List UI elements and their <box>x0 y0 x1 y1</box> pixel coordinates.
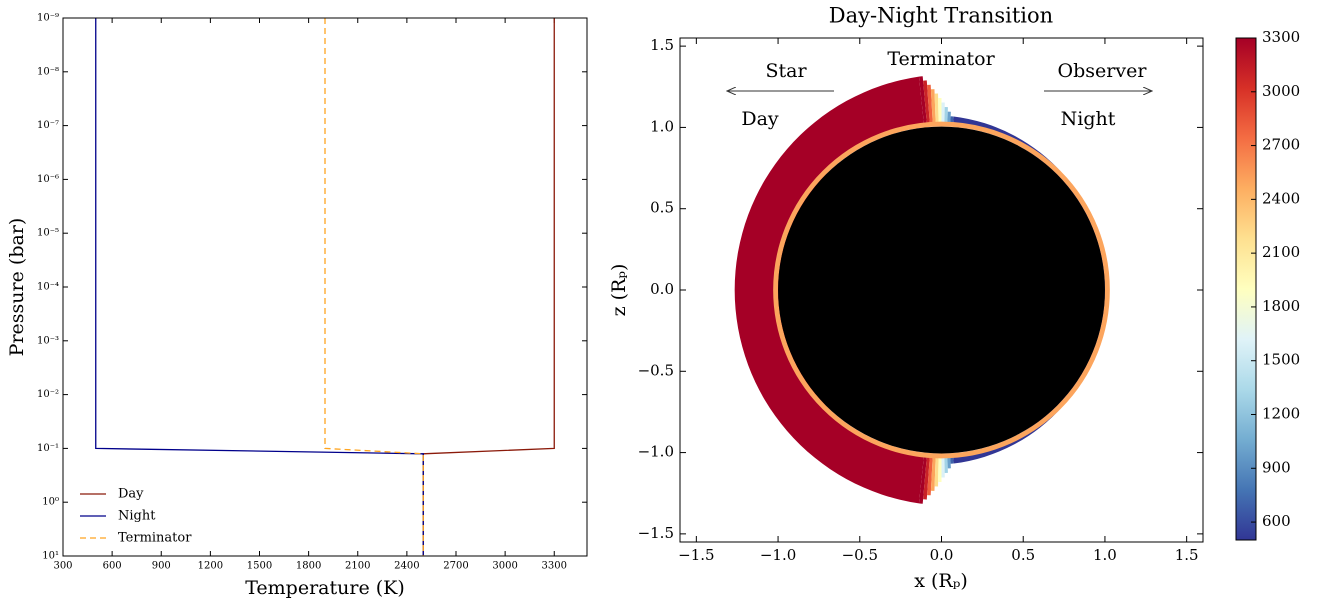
y-tick-label: 10⁻³ <box>37 335 59 346</box>
x-axis-label: x (Rₚ) <box>914 570 967 592</box>
y-tick-label: 10⁻⁵ <box>37 228 59 239</box>
colorbar-tick-label: 3300 <box>1262 28 1300 46</box>
plots: 300 600 900 1200 1500 1800 2100 2400 2700 3000 330… <box>37 13 1300 572</box>
colorbar <box>1235 37 1257 541</box>
x-tick-label: 0.5 <box>1011 546 1035 564</box>
transition-cell <box>938 457 942 483</box>
y-tick-label: 10⁻⁷ <box>37 120 59 131</box>
transition-cell <box>930 89 936 123</box>
y-tick-label: −0.5 <box>638 361 674 379</box>
colorbar-tick-label: 600 <box>1262 512 1291 530</box>
annotation: Day <box>741 108 779 130</box>
x-tick-label: 1200 <box>198 561 223 572</box>
y-tick-label: 0.5 <box>650 199 674 217</box>
annotation: Night <box>1061 108 1116 130</box>
planet <box>778 126 1105 454</box>
line <box>95 18 424 556</box>
transition-cell <box>918 76 927 124</box>
plot-frame <box>679 37 1204 543</box>
transition-cell <box>950 116 954 123</box>
annotation: Star <box>765 60 807 82</box>
transition-cell <box>938 97 942 123</box>
deep-ring <box>773 121 1110 459</box>
x-tick-label: 2400 <box>394 561 419 572</box>
x-axis-label: Temperature (K) <box>245 577 405 599</box>
x-tick-label: 600 <box>103 561 122 572</box>
y-tick-label: −1.0 <box>638 443 674 461</box>
transition-cell <box>934 457 939 487</box>
colorbar-tick-label: 3000 <box>1262 82 1300 100</box>
transition-cell <box>934 93 939 123</box>
colorbar-tick-label: 2400 <box>1262 189 1300 207</box>
transition-cell <box>923 80 930 124</box>
legend-label: Night <box>118 509 156 524</box>
transition-cell <box>950 457 954 464</box>
transition-cell <box>947 111 951 123</box>
colorbar-tick-label: 1800 <box>1262 297 1300 315</box>
y-tick-label: 1.5 <box>650 36 674 54</box>
y-tick-label: 1.0 <box>650 117 674 135</box>
transition-cell <box>941 457 945 478</box>
colorbar-tick-label: 900 <box>1262 458 1291 476</box>
transition-cell <box>930 457 936 491</box>
y-tick-label: 10⁻¹ <box>37 443 59 454</box>
annotation: Terminator <box>887 48 995 70</box>
day-region <box>734 76 924 504</box>
x-tick-label: 0.0 <box>930 546 954 564</box>
y-axis-label: Pressure (bar) <box>6 218 28 357</box>
y-tick-label: 10⁻⁴ <box>37 282 59 293</box>
y-axis-label: z (Rₚ) <box>608 264 630 317</box>
x-tick-label: 3300 <box>542 561 567 572</box>
line <box>324 18 424 556</box>
x-tick-label: 1500 <box>247 561 272 572</box>
x-tick-label: −0.5 <box>842 546 878 564</box>
y-tick-label: 0.0 <box>650 280 674 298</box>
x-tick-label: 2100 <box>345 561 370 572</box>
colorbar-tick-label: 1200 <box>1262 405 1300 423</box>
y-tick-label: 10⁻⁸ <box>37 66 59 77</box>
transition-cell <box>918 456 927 504</box>
y-tick-label: −1.5 <box>638 524 674 542</box>
colorbar-tick-label: 2100 <box>1262 243 1300 261</box>
transition-cell <box>944 457 948 473</box>
colorbar-tick-label: 1500 <box>1262 351 1300 369</box>
transition-cell <box>947 457 951 469</box>
y-tick-label: 10⁻⁶ <box>37 174 59 185</box>
transition-cell <box>927 84 933 123</box>
x-tick-label: 1.5 <box>1175 546 1199 564</box>
transition-cell <box>941 102 945 123</box>
x-tick-label: 900 <box>152 561 171 572</box>
x-tick-label: −1.0 <box>760 546 796 564</box>
transition-cell <box>923 456 930 500</box>
chart-title: Day-Night Transition <box>829 4 1053 28</box>
annotation: Observer <box>1058 60 1148 82</box>
x-tick-label: −1.5 <box>678 546 714 564</box>
y-tick-label: 10⁰ <box>42 497 59 508</box>
x-tick-label: 3000 <box>492 561 517 572</box>
x-tick-label: 1.0 <box>1093 546 1117 564</box>
x-tick-label: 2700 <box>443 561 468 572</box>
y-tick-label: 10⁻⁹ <box>37 13 59 24</box>
transition-cell <box>944 107 948 123</box>
colorbar-tick-label: 2700 <box>1262 136 1300 154</box>
x-tick-label: 300 <box>53 561 72 572</box>
x-tick-label: 1800 <box>296 561 321 572</box>
legend-label: Day <box>118 487 144 502</box>
y-tick-label: 10⁻² <box>37 389 59 400</box>
transition-cell <box>927 457 933 496</box>
plot-frame <box>62 17 588 557</box>
legend-label: Terminator <box>118 531 192 546</box>
line <box>422 18 555 556</box>
y-tick-label: 10¹ <box>42 551 59 562</box>
